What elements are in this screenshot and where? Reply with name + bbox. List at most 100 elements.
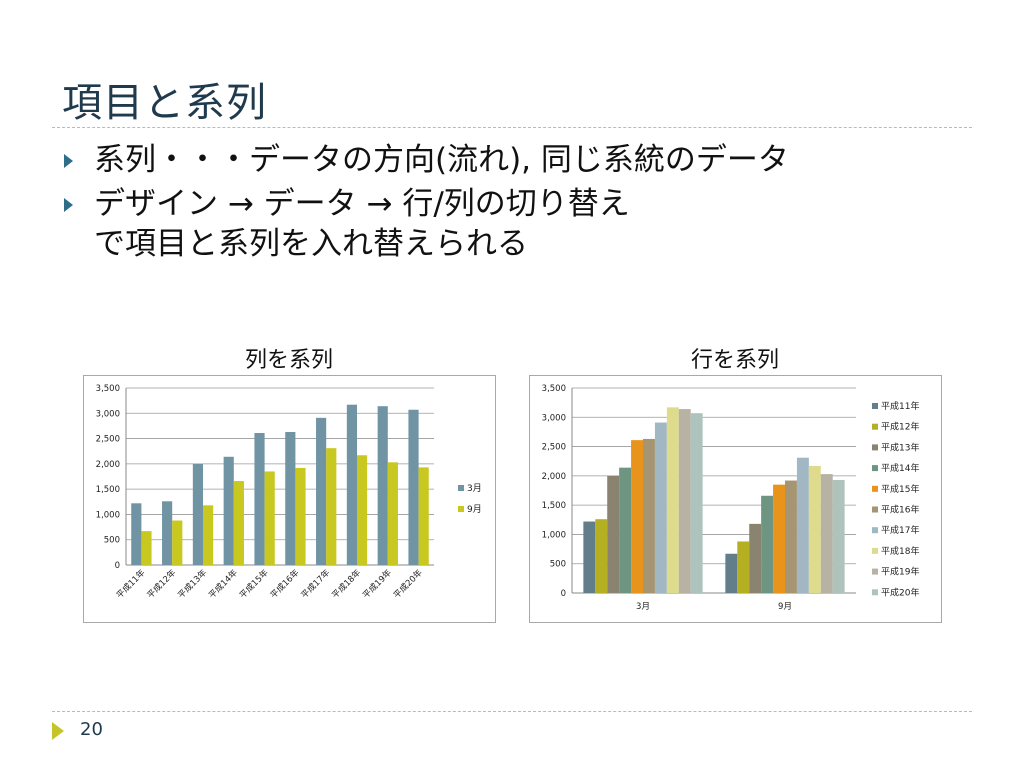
bar: [749, 523, 762, 593]
bar: [654, 422, 667, 593]
legend-label: 平成19年: [881, 566, 919, 578]
y-tick-label: 500: [104, 536, 120, 546]
page-number: 20: [80, 719, 103, 740]
bar: [131, 503, 142, 565]
legend-label: 平成14年: [881, 462, 919, 474]
bar: [737, 541, 750, 593]
bar: [725, 553, 738, 593]
x-tick-label: 平成18年: [330, 567, 364, 601]
legend-label: 平成16年: [881, 504, 919, 516]
bar: [761, 495, 774, 593]
bar: [408, 409, 419, 565]
title-divider: [52, 127, 972, 128]
y-tick-label: 500: [550, 560, 566, 570]
bar: [254, 433, 265, 565]
x-tick-label: 平成20年: [391, 567, 425, 601]
bar: [162, 501, 173, 565]
y-tick-label: 1,500: [96, 485, 120, 495]
bar: [607, 475, 620, 593]
bar: [832, 479, 845, 593]
bar: [595, 519, 608, 593]
x-tick-label: 平成14年: [206, 567, 240, 601]
legend-swatch: [458, 506, 464, 512]
chart-caption-right: 行を系列: [690, 348, 779, 373]
y-tick-label: 1,000: [96, 510, 120, 520]
bar: [619, 467, 632, 593]
chart-caption-left: 列を系列: [244, 348, 333, 373]
x-tick-label: 9月: [778, 602, 792, 612]
chart-columns-as-series-svg: 05001,0001,5002,0002,5003,0003,500平成11年平…: [96, 384, 482, 601]
legend-swatch: [872, 506, 878, 513]
y-tick-label: 2,000: [96, 460, 120, 470]
bullet-item: 系列・・・データの方向(流れ), 同じ系統のデータ: [64, 140, 964, 180]
bar: [820, 474, 833, 593]
legend-label: 平成11年: [881, 400, 919, 412]
x-tick-label: 平成11年: [114, 567, 148, 601]
bar: [666, 407, 679, 593]
legend-swatch: [872, 444, 878, 451]
x-tick-label: 平成13年: [176, 567, 210, 601]
x-tick-label: 平成16年: [268, 567, 302, 601]
bar: [285, 431, 296, 565]
legend-swatch: [872, 547, 878, 554]
y-tick-label: 0: [115, 561, 120, 571]
bullet-triangle-icon: [64, 154, 73, 168]
legend-swatch: [872, 527, 878, 534]
bullet-item: デザイン → データ → 行/列の切り替え で項目と系列を入れ替えられる: [64, 184, 964, 264]
x-tick-label: 平成15年: [237, 567, 271, 601]
bar: [773, 484, 785, 593]
bar: [192, 463, 203, 565]
slide-title: 項目と系列: [62, 80, 267, 126]
bar: [264, 471, 275, 565]
y-tick-label: 1,000: [542, 530, 566, 540]
legend-swatch: [872, 568, 878, 575]
bar: [418, 467, 429, 565]
legend-label: 平成13年: [881, 441, 919, 453]
legend-label: 平成20年: [881, 586, 919, 598]
bar: [631, 440, 643, 593]
y-tick-label: 3,500: [96, 384, 120, 394]
bar: [233, 481, 244, 565]
legend-swatch: [872, 465, 878, 472]
x-tick-label: 平成17年: [299, 567, 333, 601]
footer-triangle-icon: [52, 722, 64, 740]
footer-divider: [52, 711, 972, 712]
bar: [785, 480, 797, 593]
legend-swatch: [872, 485, 878, 492]
bar: [678, 409, 691, 593]
legend-swatch: [458, 485, 464, 491]
bar: [172, 520, 183, 565]
y-tick-label: 2,000: [542, 472, 566, 482]
bar: [295, 467, 306, 565]
legend-label: 平成12年: [881, 421, 919, 433]
x-tick-label: 平成19年: [360, 567, 394, 601]
bar: [223, 456, 234, 565]
bar: [387, 462, 398, 565]
bar: [808, 465, 821, 593]
bar: [357, 455, 368, 565]
bullet-text-continued: で項目と系列を入れ替えられる: [94, 226, 528, 262]
bar: [346, 404, 357, 565]
bar: [643, 438, 655, 593]
legend-label: 平成17年: [881, 524, 919, 536]
y-tick-label: 2,500: [96, 435, 120, 445]
legend-label: 3月: [467, 483, 482, 494]
bullet-text: 系列・・・データの方向(流れ), 同じ系統のデータ: [94, 142, 789, 178]
bullet-list: 系列・・・データの方向(流れ), 同じ系統のデータ デザイン → データ → 行…: [64, 140, 964, 268]
legend-label: 平成18年: [881, 545, 919, 557]
bar: [796, 457, 809, 593]
legend-label: 平成15年: [881, 483, 919, 495]
y-tick-label: 3,000: [542, 413, 566, 423]
bullet-triangle-icon: [64, 198, 73, 212]
bullet-text: デザイン → データ → 行/列の切り替え: [94, 186, 630, 222]
y-tick-label: 2,500: [542, 443, 566, 453]
y-tick-label: 3,000: [96, 409, 120, 419]
chart-columns-as-series: 0 500 1,000 1,500 2,000 2,500 3,000 3,500 平成11年平…: [83, 375, 496, 623]
bar: [690, 413, 703, 593]
legend-swatch: [872, 423, 878, 430]
chart-rows-as-series: 0 500 1,000 1,500 2,000 2,500 3,000 3,500 3月 9月 平成…: [529, 375, 942, 623]
y-tick-label: 3,500: [542, 384, 566, 394]
legend-swatch: [872, 403, 878, 409]
chart-rows-as-series-svg: 0 500 1,000 1,500 2,000 2,500 3,000 3,500 3月 9月 平成…: [542, 384, 920, 612]
bar: [141, 531, 152, 565]
